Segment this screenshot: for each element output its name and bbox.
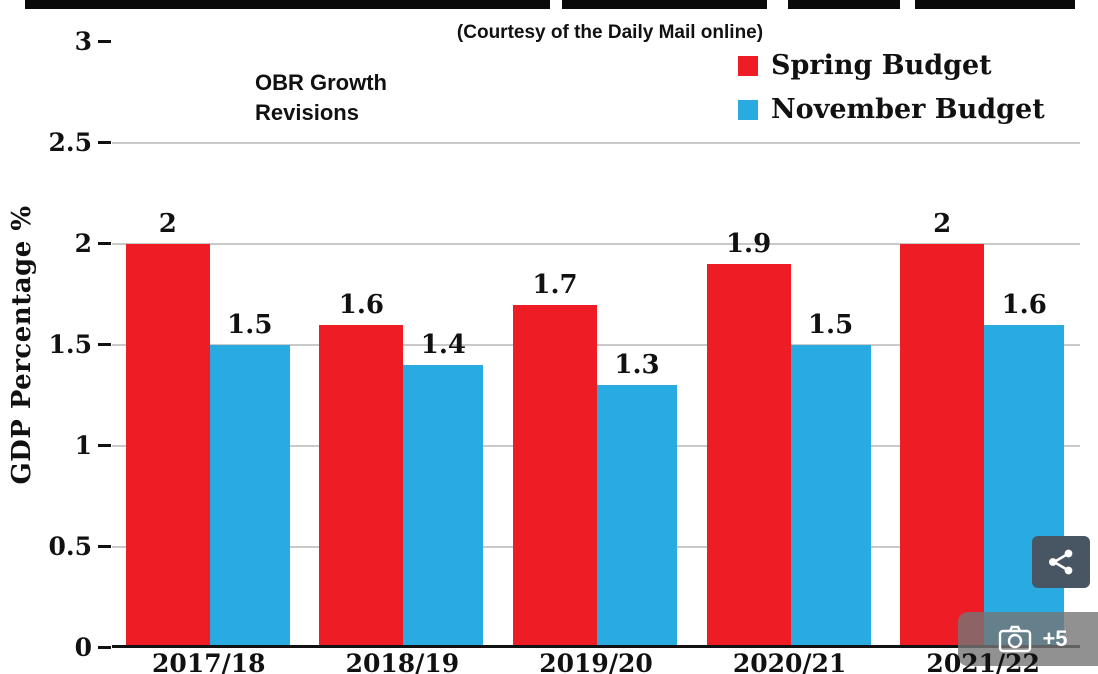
courtesy-text: (Courtesy of the Daily Mail online) bbox=[456, 22, 764, 43]
x-tick-label: 2021/22 bbox=[926, 649, 1040, 674]
bar-spring-budget bbox=[706, 264, 791, 648]
y-tick-mark bbox=[98, 141, 111, 144]
legend-label: Spring Budget bbox=[771, 50, 992, 81]
bar-value-label: 1.5 bbox=[807, 310, 854, 340]
x-tick-label: 2017/18 bbox=[152, 649, 266, 674]
x-tick-label: 2018/19 bbox=[345, 649, 460, 674]
y-tick-mark bbox=[98, 242, 111, 245]
y-tick-label: 1 bbox=[74, 431, 92, 460]
bar-value-label: 1.9 bbox=[725, 229, 772, 260]
bar-spring-budget bbox=[900, 244, 985, 648]
y-tick-label: 2.5 bbox=[48, 128, 93, 157]
y-tick-mark bbox=[98, 343, 111, 346]
y-tick-label: 0 bbox=[74, 633, 92, 662]
bar-november-budget bbox=[984, 324, 1065, 648]
chart-title-annotation: OBR Growth Revisions bbox=[255, 70, 387, 125]
x-tick-label: 2020/21 bbox=[732, 649, 847, 674]
camera-icon bbox=[998, 625, 1032, 653]
bar-value-label: 1.5 bbox=[227, 310, 273, 340]
bar-spring-budget bbox=[319, 324, 404, 648]
cropped-top-strip bbox=[788, 0, 900, 9]
legend: Spring Budget November Budget bbox=[738, 50, 1045, 138]
photo-gallery-button[interactable]: +5 bbox=[958, 612, 1098, 666]
x-axis-line bbox=[112, 645, 1080, 648]
y-tick-label: 1.5 bbox=[48, 330, 93, 359]
cropped-top-strip bbox=[915, 0, 1075, 9]
legend-label: November Budget bbox=[771, 94, 1045, 125]
bar-november-budget bbox=[403, 365, 484, 648]
y-tick-label: 2 bbox=[74, 229, 92, 258]
cropped-top-strip bbox=[25, 0, 550, 9]
bar-value-label: 1.3 bbox=[614, 350, 660, 381]
bar-november-budget bbox=[790, 345, 871, 648]
bar-november-budget bbox=[209, 345, 290, 648]
share-button[interactable] bbox=[1032, 536, 1090, 588]
plot-area: 2 1.5 1.6 1.4 1.7 1.3 1.9 1.5 2 1.6 bbox=[112, 42, 1080, 648]
y-tick-mark bbox=[98, 40, 111, 43]
bar-value-label: 1.6 bbox=[1001, 289, 1047, 320]
cropped-top-strip bbox=[562, 0, 767, 9]
y-tick-label: 0.5 bbox=[48, 532, 93, 561]
gridline bbox=[112, 243, 1080, 245]
legend-item-november-budget: November Budget bbox=[738, 94, 1045, 125]
y-tick-label: 3 bbox=[74, 27, 92, 56]
bar-value-label: 1.6 bbox=[338, 289, 384, 320]
photo-count-label: +5 bbox=[1042, 626, 1068, 651]
bar-november-budget bbox=[597, 385, 677, 648]
bar-value-label: 1.7 bbox=[532, 269, 578, 300]
y-axis: 0 0.5 1 1.5 2 2.5 3 bbox=[0, 0, 112, 674]
y-tick-mark bbox=[98, 545, 111, 548]
bar-spring-budget bbox=[125, 244, 210, 648]
bar-spring-budget bbox=[513, 304, 597, 648]
y-tick-mark bbox=[98, 444, 111, 447]
y-tick-mark bbox=[98, 646, 111, 649]
share-icon bbox=[1046, 547, 1076, 577]
gridline bbox=[112, 142, 1080, 144]
spring-budget-swatch bbox=[738, 55, 758, 76]
legend-item-spring-budget: Spring Budget bbox=[738, 50, 1045, 81]
november-budget-swatch bbox=[738, 99, 758, 120]
bar-value-label: 1.4 bbox=[420, 330, 466, 361]
bar-value-label: 2 bbox=[933, 209, 952, 239]
x-tick-label: 2019/20 bbox=[539, 649, 653, 674]
bar-value-label: 2 bbox=[158, 209, 177, 239]
